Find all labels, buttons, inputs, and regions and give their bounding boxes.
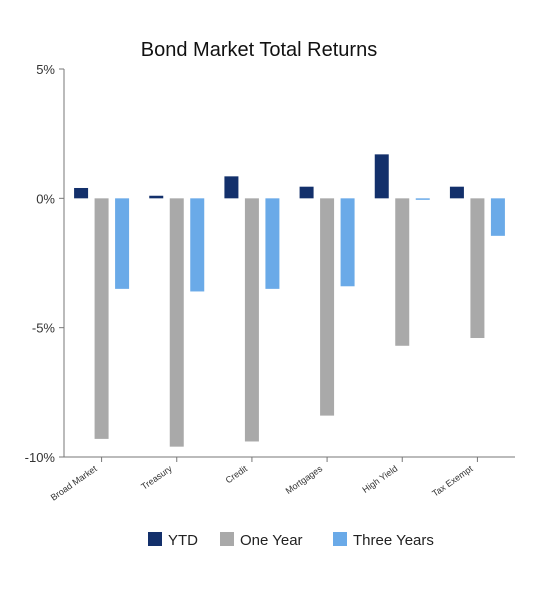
legend-label: YTD [168,532,198,549]
bar-ytd-high-yield [374,154,389,199]
y-tick-label: 5% [36,62,55,77]
legend: YTD One Year Three Years [148,532,434,549]
y-tick-label: -5% [32,321,56,336]
bar-ytd-broad-market [74,187,89,199]
bar-three-years-mortgages [340,198,355,287]
bar-three-years-tax-exempt [490,198,505,236]
bar-one-year-broad-market [94,198,109,439]
bar-one-year-credit [244,198,259,442]
bar-three-years-credit [265,198,280,289]
bars [74,154,505,447]
bar-one-year-mortgages [320,198,335,416]
x-tick-label: High Yield [360,463,399,494]
y-tick-label: -10% [25,450,56,465]
bar-ytd-tax-exempt [449,186,464,199]
x-tick-labels: Broad Market Treasury Credit Mortgages High … [49,457,478,503]
legend-label: Three Years [353,532,434,549]
chart-title: Bond Market Total Returns [141,39,377,61]
x-tick-label: Credit [224,463,250,485]
x-tick-label: Broad Market [49,463,99,502]
legend-swatch-three-years [333,532,347,546]
x-tick-label: Tax Exempt [430,463,475,498]
legend-swatch-one-year [220,532,234,546]
bar-one-year-treasury [169,198,184,447]
bar-ytd-credit [224,176,239,199]
legend-label: One Year [240,532,303,549]
bar-three-years-treasury [190,198,205,292]
axes: 5% 0% -5% -10% [25,62,515,465]
bar-ytd-mortgages [299,186,314,199]
bar-one-year-high-yield [395,198,410,346]
legend-swatch-ytd [148,532,162,546]
bar-three-years-broad-market [115,198,130,289]
x-tick-label: Mortgages [284,463,325,496]
bar-one-year-tax-exempt [470,198,485,339]
bar-three-years-high-yield [415,198,430,200]
bar-ytd-treasury [149,195,164,199]
y-tick-label: 0% [36,191,55,206]
x-tick-label: Treasury [139,463,174,492]
